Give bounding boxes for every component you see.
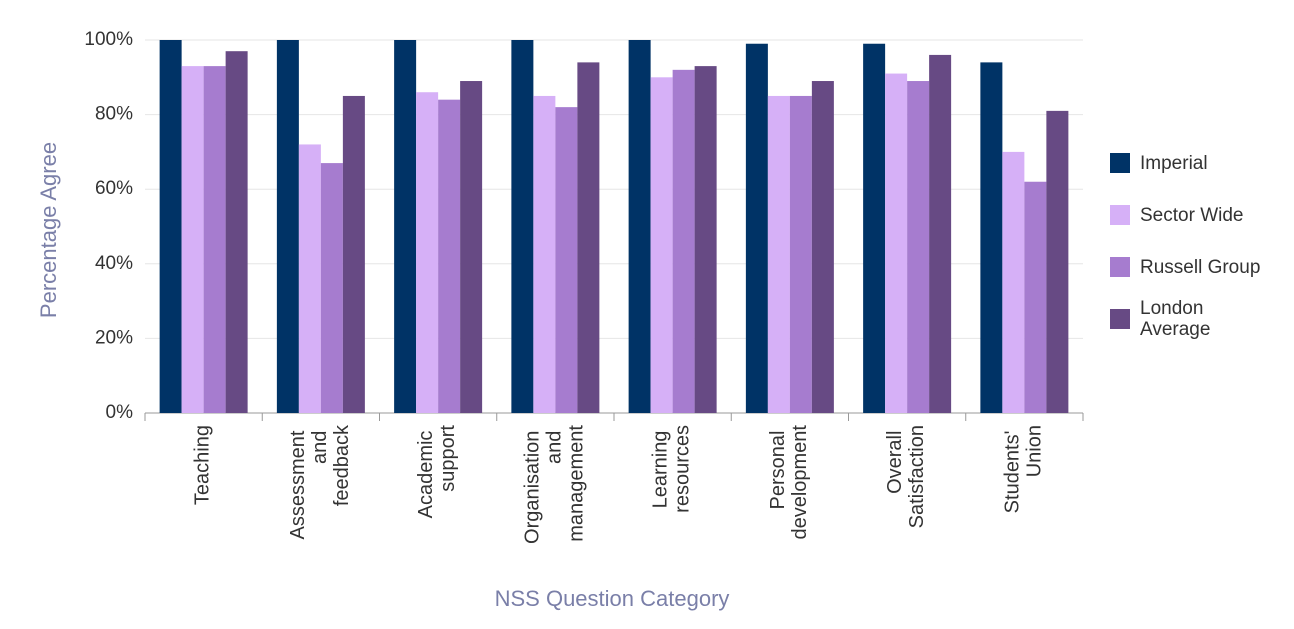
bar [650,77,673,414]
x-axis-title: NSS Question Category [495,586,730,611]
bar [745,43,768,413]
y-tick-label: 80% [95,104,133,125]
legend-label: Sector Wide [1140,204,1244,226]
x-tick-label: Students' Union [1002,425,1046,513]
bar [929,54,952,414]
bar [320,163,343,413]
x-tick-label: Assessment and feedback [287,424,353,539]
legend-item: London Average [1110,298,1280,340]
chart: Percentage Agree NSS Question Category 0… [36,29,1084,611]
legend: Imperial Sector Wide Russell Group London A… [1110,142,1280,350]
y-axis-title: Percentage Agree [36,142,61,318]
bar [342,95,365,413]
legend-item: Russell Group [1110,246,1280,288]
y-tick-label: 40% [95,253,133,274]
x-tick-label: Academic support [415,425,459,519]
bar [511,40,534,413]
bar [1002,151,1025,413]
bar [460,81,483,413]
bar [694,66,717,414]
legend-swatch [1110,309,1130,329]
y-tick-label: 20% [95,327,133,348]
bar [276,40,299,413]
bar [577,62,600,413]
legend-label: London Average [1140,298,1211,340]
x-tick-label: Overall Satisfaction [884,425,928,528]
bar [885,73,908,413]
bar [767,95,790,413]
bar [789,95,812,413]
y-tick-label: 60% [95,178,133,199]
x-tick-label: Personal development [767,425,811,540]
bar [555,107,578,413]
legend-label: Imperial [1140,152,1208,174]
x-tick-label: Organisation and management [522,425,588,544]
legend-label: Russell Group [1140,256,1261,278]
bar [438,99,461,414]
legend-item: Imperial [1110,142,1280,184]
bar [203,66,226,414]
bar [533,95,556,413]
bar [863,43,886,413]
legend-swatch [1110,257,1130,277]
x-tick-label: Teaching [192,425,214,505]
bar [181,66,204,414]
bar [672,69,695,413]
bar [225,51,248,413]
x-tick-label: Learning resources [650,425,694,513]
bar [394,40,417,413]
y-tick-label: 100% [84,29,133,50]
y-tick-label: 0% [106,402,134,423]
bar [416,92,439,413]
legend-item: Sector Wide [1110,194,1280,236]
bar [980,62,1003,413]
legend-swatch [1110,205,1130,225]
bar [1024,181,1047,413]
bar [1046,110,1069,414]
bar [811,81,834,413]
bar [298,144,321,413]
bar [907,81,930,413]
legend-swatch [1110,153,1130,173]
bar [159,40,182,413]
bar [628,40,651,413]
